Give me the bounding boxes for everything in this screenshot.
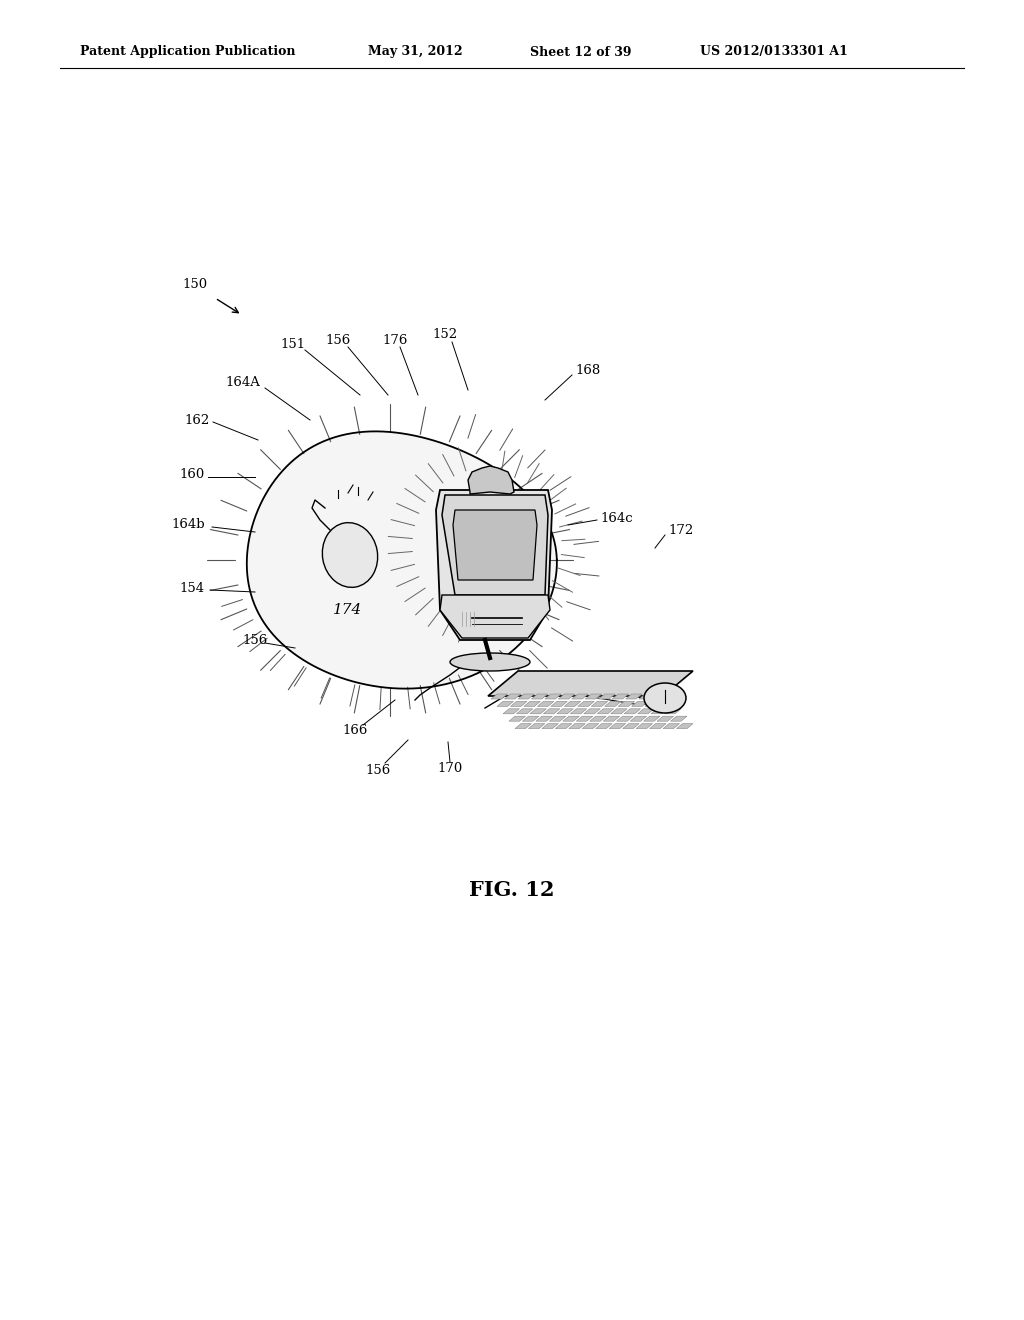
- Polygon shape: [609, 723, 626, 729]
- Text: 152: 152: [432, 329, 458, 342]
- Polygon shape: [658, 701, 675, 706]
- Polygon shape: [440, 595, 550, 638]
- Polygon shape: [578, 701, 594, 706]
- Text: FIG. 12: FIG. 12: [469, 880, 555, 900]
- Polygon shape: [557, 709, 573, 714]
- Polygon shape: [677, 723, 693, 729]
- Polygon shape: [591, 701, 607, 706]
- Polygon shape: [584, 709, 600, 714]
- Polygon shape: [590, 717, 606, 721]
- Polygon shape: [497, 701, 513, 706]
- Polygon shape: [247, 432, 557, 689]
- Polygon shape: [516, 709, 532, 714]
- Polygon shape: [524, 701, 541, 706]
- Text: Sheet 12 of 39: Sheet 12 of 39: [530, 45, 632, 58]
- Polygon shape: [664, 723, 680, 729]
- Text: 156: 156: [366, 763, 390, 776]
- Text: 156: 156: [243, 634, 267, 647]
- Polygon shape: [505, 694, 521, 700]
- Polygon shape: [599, 694, 615, 700]
- Polygon shape: [558, 694, 574, 700]
- Polygon shape: [644, 717, 660, 721]
- Polygon shape: [652, 694, 669, 700]
- Polygon shape: [651, 709, 668, 714]
- Text: 166: 166: [342, 723, 368, 737]
- Text: 168: 168: [575, 363, 600, 376]
- Text: 162: 162: [184, 413, 210, 426]
- Polygon shape: [583, 723, 599, 729]
- Ellipse shape: [644, 682, 686, 713]
- Text: US 2012/0133301 A1: US 2012/0133301 A1: [700, 45, 848, 58]
- Text: 174: 174: [334, 603, 362, 616]
- Polygon shape: [542, 723, 558, 729]
- Text: 154: 154: [180, 582, 205, 594]
- Polygon shape: [610, 709, 627, 714]
- Polygon shape: [518, 694, 535, 700]
- Text: 172: 172: [668, 524, 693, 536]
- Polygon shape: [544, 709, 560, 714]
- Polygon shape: [645, 701, 662, 706]
- Text: 160: 160: [180, 469, 205, 482]
- Polygon shape: [636, 723, 652, 729]
- Text: 151: 151: [281, 338, 305, 351]
- Polygon shape: [618, 701, 635, 706]
- Polygon shape: [503, 709, 519, 714]
- Polygon shape: [569, 723, 586, 729]
- Polygon shape: [596, 723, 612, 729]
- Text: 156: 156: [326, 334, 350, 346]
- Text: 164c: 164c: [600, 511, 633, 524]
- Polygon shape: [625, 709, 641, 714]
- Polygon shape: [612, 694, 629, 700]
- Polygon shape: [436, 490, 552, 640]
- Polygon shape: [638, 709, 654, 714]
- Polygon shape: [453, 510, 537, 579]
- Polygon shape: [536, 717, 552, 721]
- Polygon shape: [639, 694, 655, 700]
- Text: 170: 170: [437, 762, 463, 775]
- Polygon shape: [515, 723, 531, 729]
- Polygon shape: [605, 701, 622, 706]
- Polygon shape: [603, 717, 620, 721]
- Polygon shape: [632, 701, 648, 706]
- Polygon shape: [509, 717, 525, 721]
- Polygon shape: [563, 717, 580, 721]
- Polygon shape: [530, 709, 547, 714]
- Polygon shape: [597, 709, 613, 714]
- Text: 164A: 164A: [225, 375, 260, 388]
- Polygon shape: [490, 694, 508, 700]
- Polygon shape: [630, 717, 646, 721]
- Polygon shape: [649, 723, 666, 729]
- Polygon shape: [623, 723, 639, 729]
- Polygon shape: [510, 701, 527, 706]
- Polygon shape: [570, 709, 587, 714]
- Polygon shape: [468, 466, 514, 494]
- Polygon shape: [665, 709, 681, 714]
- Polygon shape: [550, 717, 566, 721]
- Polygon shape: [671, 717, 687, 721]
- Polygon shape: [586, 694, 602, 700]
- Polygon shape: [488, 671, 693, 696]
- Text: 164b: 164b: [171, 519, 205, 532]
- Polygon shape: [571, 694, 588, 700]
- Polygon shape: [531, 694, 548, 700]
- Text: 150: 150: [182, 279, 208, 292]
- Polygon shape: [528, 723, 545, 729]
- Polygon shape: [555, 723, 571, 729]
- Text: Patent Application Publication: Patent Application Publication: [80, 45, 296, 58]
- Polygon shape: [442, 495, 548, 595]
- Text: May 31, 2012: May 31, 2012: [368, 45, 463, 58]
- Text: 176: 176: [382, 334, 408, 346]
- Polygon shape: [657, 717, 674, 721]
- Ellipse shape: [323, 523, 378, 587]
- Polygon shape: [538, 701, 554, 706]
- Ellipse shape: [450, 653, 530, 671]
- Polygon shape: [626, 694, 642, 700]
- Polygon shape: [564, 701, 581, 706]
- Polygon shape: [551, 701, 567, 706]
- Polygon shape: [577, 717, 593, 721]
- Polygon shape: [616, 717, 633, 721]
- Polygon shape: [522, 717, 539, 721]
- Polygon shape: [545, 694, 561, 700]
